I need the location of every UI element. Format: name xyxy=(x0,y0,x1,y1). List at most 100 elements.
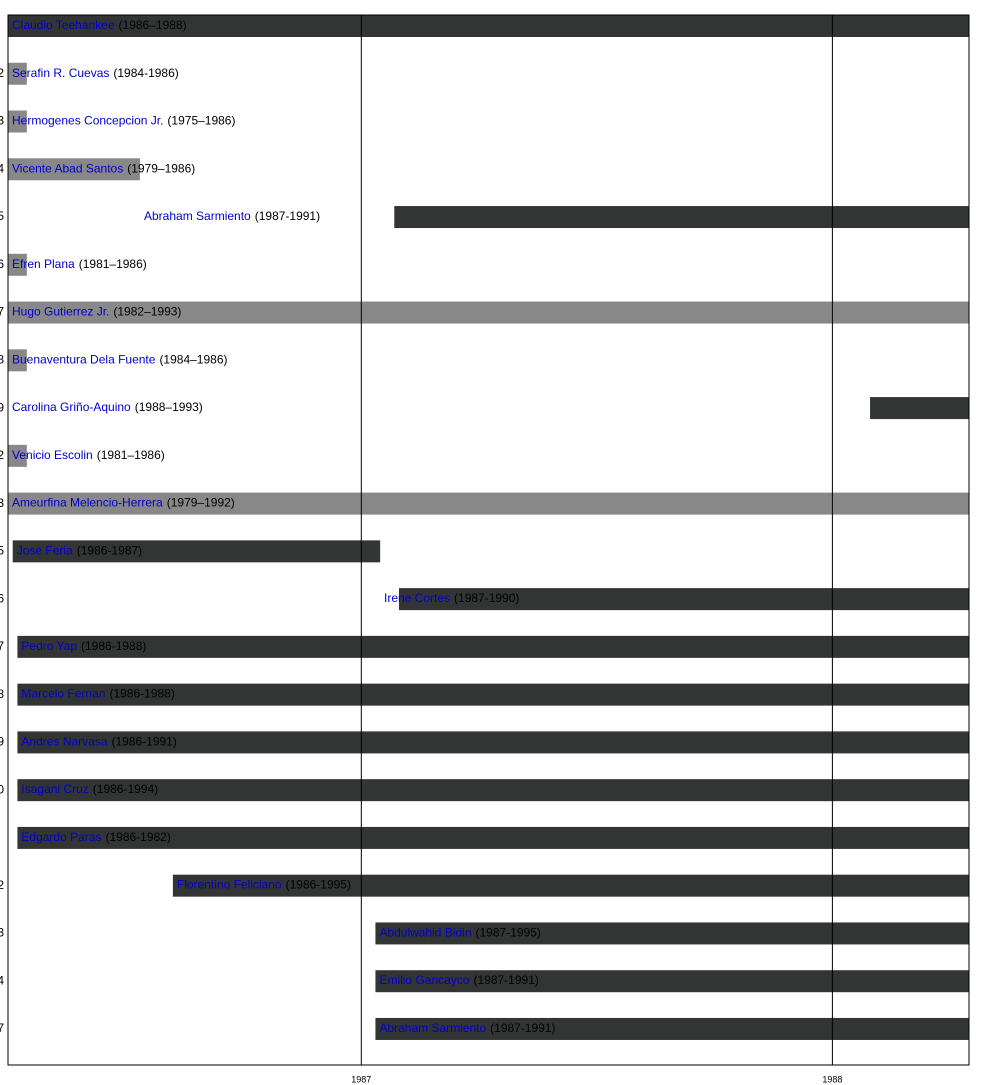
row-number: 2 xyxy=(0,448,4,462)
row-number: 9 xyxy=(0,735,4,749)
row-label: Emilio Gancayco (1987-1991) xyxy=(379,973,538,987)
row-label: Abdulwahid Bidin (1987-1995) xyxy=(379,926,540,940)
justice-name[interactable]: Emilio Gancayco xyxy=(379,973,469,987)
justice-name[interactable]: Pedro Yap xyxy=(21,639,77,653)
justice-name[interactable]: Hugo Gutierrez Jr. xyxy=(12,305,109,319)
row-label: Carolina Griño-Aquino (1988–1993) xyxy=(12,400,203,414)
term-years: (1986-1994) xyxy=(93,782,158,796)
term-years: (1981–1986) xyxy=(97,448,165,462)
bar xyxy=(12,540,381,563)
term-years: (1986-1988) xyxy=(81,639,146,653)
justice-name[interactable]: Abdulwahid Bidin xyxy=(379,926,471,940)
bar xyxy=(8,301,969,324)
row-label: Venicio Escolin (1981–1986) xyxy=(12,448,165,462)
label-background xyxy=(140,205,347,230)
row-label: Vicente Abad Santos (1979–1986) xyxy=(12,161,195,175)
term-years: (1987-1991) xyxy=(490,1021,555,1035)
justice-name[interactable]: Claudio Teehankee xyxy=(12,18,115,32)
grid-layer xyxy=(360,15,833,1065)
justice-name[interactable]: Vicente Abad Santos xyxy=(12,161,123,175)
row-number: 0 xyxy=(0,782,4,796)
bar xyxy=(8,492,969,515)
row-label: Serafin R. Cuevas (1984-1986) xyxy=(12,66,179,80)
justice-name[interactable]: Serafin R. Cuevas xyxy=(12,66,109,80)
row-number: 8 xyxy=(0,352,4,366)
term-years: (1986–1988) xyxy=(119,18,187,32)
row-label: Ameurfina Melencio-Herrera (1979–1992) xyxy=(12,496,235,510)
bar xyxy=(17,683,969,706)
row-number: 7 xyxy=(0,639,4,653)
justice-name[interactable]: Ameurfina Melencio-Herrera xyxy=(12,496,163,510)
plot-frame xyxy=(7,14,970,1066)
term-years: (1987-1991) xyxy=(255,209,320,223)
justice-name[interactable]: Florentino Feliciano xyxy=(177,878,282,892)
justice-name[interactable]: Efren Plana xyxy=(12,257,75,271)
justice-name[interactable]: Buenaventura Dela Fuente xyxy=(12,352,156,366)
row-number: 4 xyxy=(0,973,4,987)
row-label: Abraham Sarmiento (1987-1991) xyxy=(144,209,320,223)
justice-name[interactable]: Isagani Cruz xyxy=(21,782,88,796)
term-years: (1986-1982) xyxy=(105,830,170,844)
term-years: (1987-1990) xyxy=(454,591,519,605)
row-label: Marcelo Fernan (1986-1988) xyxy=(21,687,174,701)
justice-name[interactable]: Abraham Sarmiento xyxy=(379,1021,486,1035)
bar xyxy=(8,444,27,467)
row-number: 7 xyxy=(0,305,4,319)
term-years: (1986-1987) xyxy=(77,544,142,558)
justice-name[interactable]: Jose Feria xyxy=(17,544,73,558)
row-label: Hermogenes Concepcion Jr. (1975–1986) xyxy=(12,114,235,128)
row-label: Edgardo Paras (1986-1982) xyxy=(21,830,170,844)
row-label: Irene Cortes (1987-1990) xyxy=(384,591,519,605)
row-number: 3 xyxy=(0,496,4,510)
label-layer: Claudio Teehankee (1986–1988) Serafin R. C… xyxy=(8,18,556,1035)
row-label: Efren Plana (1981–1986) xyxy=(12,257,147,271)
bar xyxy=(375,1017,969,1040)
row-label: Pedro Yap (1986-1988) xyxy=(21,639,146,653)
bar xyxy=(398,588,969,611)
bar xyxy=(8,15,969,37)
row-number: 5 xyxy=(0,209,4,223)
bar xyxy=(17,826,969,849)
bar xyxy=(375,922,969,945)
row-number: 2 xyxy=(0,66,4,80)
bar xyxy=(17,779,969,802)
row-label: Buenaventura Dela Fuente (1984–1986) xyxy=(12,352,228,366)
term-years: (1986-1995) xyxy=(286,878,351,892)
row-number: 6 xyxy=(0,257,4,271)
bar xyxy=(172,874,969,897)
row-label: Isagani Cruz (1986-1994) xyxy=(21,782,158,796)
bar xyxy=(394,206,969,229)
term-years: (1982–1993) xyxy=(113,305,181,319)
x-tick-label: 1988 xyxy=(822,1074,842,1084)
bar xyxy=(8,253,27,276)
row-label: Andres Narvasa (1986-1991) xyxy=(21,735,176,749)
row-number: 7 xyxy=(0,1021,4,1035)
justice-name[interactable]: Hermogenes Concepcion Jr. xyxy=(12,114,163,128)
justice-name[interactable]: Venicio Escolin xyxy=(12,448,93,462)
term-years: (1984-1986) xyxy=(113,66,178,80)
row-number: 9 xyxy=(0,400,4,414)
row-number: 4 xyxy=(0,161,4,175)
bar xyxy=(8,62,27,85)
term-years: (1975–1986) xyxy=(167,114,235,128)
justice-name[interactable]: Carolina Griño-Aquino xyxy=(12,400,131,414)
row-number: 2 xyxy=(0,878,4,892)
term-years: (1986-1988) xyxy=(109,687,174,701)
row-number: 3 xyxy=(0,926,4,940)
term-years: (1981–1986) xyxy=(79,257,147,271)
x-tick-label: 1987 xyxy=(351,1074,371,1084)
justice-name[interactable]: Abraham Sarmiento xyxy=(144,209,251,223)
term-years: (1979–1986) xyxy=(127,161,195,175)
justice-name[interactable]: Irene Cortes xyxy=(384,591,450,605)
term-years: (1986-1991) xyxy=(111,735,176,749)
justice-name[interactable]: Marcelo Fernan xyxy=(21,687,105,701)
bar xyxy=(17,731,969,754)
bar-layer xyxy=(8,15,969,1040)
row-number: 8 xyxy=(0,687,4,701)
bar xyxy=(8,158,140,181)
justice-name[interactable]: Andres Narvasa xyxy=(21,735,107,749)
bar xyxy=(8,110,27,133)
justice-name[interactable]: Edgardo Paras xyxy=(21,830,101,844)
